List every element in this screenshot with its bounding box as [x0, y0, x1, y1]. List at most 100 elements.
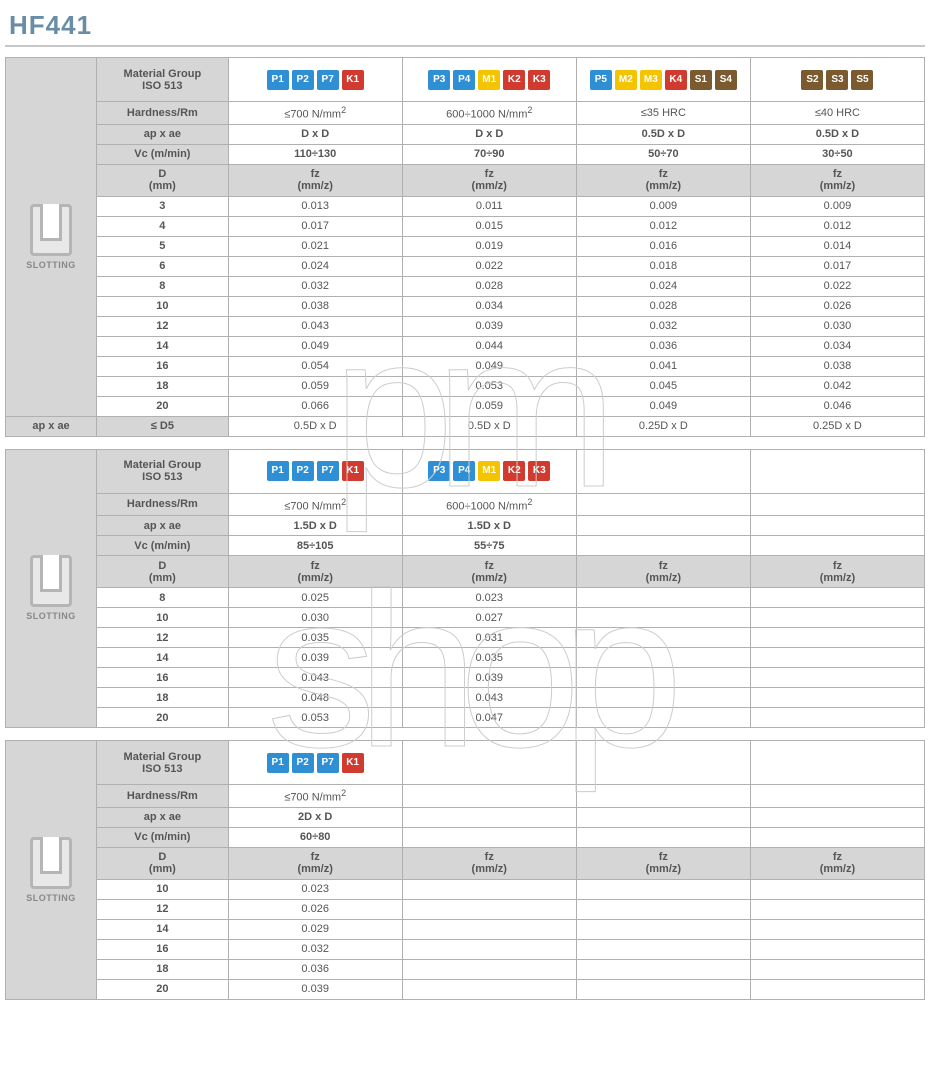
fz-value: 0.031	[402, 628, 576, 648]
fz-value	[576, 708, 750, 728]
fz-value	[750, 939, 924, 959]
label-material: Material GroupISO 513	[97, 58, 229, 102]
hardness-3	[750, 785, 924, 808]
fz-value	[576, 919, 750, 939]
table-row: 160.032	[6, 939, 925, 959]
slotting-icon	[30, 204, 72, 256]
title-rule	[5, 45, 925, 47]
d-value: 3	[97, 196, 229, 216]
chip-S4: S4	[715, 70, 737, 90]
hardness-0: ≤700 N/mm2	[228, 785, 402, 808]
hardness-1: 600÷1000 N/mm2	[402, 493, 576, 516]
label-fz-0: fz(mm/z)	[228, 847, 402, 879]
table-row: 200.0530.047	[6, 708, 925, 728]
table-row: 80.0250.023	[6, 588, 925, 608]
fz-value: 0.009	[576, 196, 750, 216]
fz-value: 0.011	[402, 196, 576, 216]
table-row: 100.023	[6, 879, 925, 899]
d-value: 14	[97, 919, 229, 939]
table-row: 120.0350.031	[6, 628, 925, 648]
fz-value: 0.023	[228, 879, 402, 899]
vc-2	[576, 827, 750, 847]
fz-value: 0.049	[576, 396, 750, 416]
chip-K1: K1	[342, 753, 364, 773]
fz-value: 0.036	[228, 959, 402, 979]
label-d: D(mm)	[97, 556, 229, 588]
cutting-table-2: SLOTTING Material GroupISO 513P1P2P7K1P3…	[5, 449, 925, 729]
fz-value	[576, 608, 750, 628]
fz-value: 0.024	[576, 276, 750, 296]
table-row: 100.0380.0340.0280.026	[6, 296, 925, 316]
footer-row: ap x ae≤ D50.5D x D0.5D x D0.25D x D0.25…	[6, 416, 925, 436]
d-value: 18	[97, 688, 229, 708]
footer-d: ≤ D5	[97, 416, 229, 436]
fz-value: 0.015	[402, 216, 576, 236]
material-chips: P1P2P7K1	[267, 70, 364, 90]
apae-1: D x D	[402, 124, 576, 144]
fz-value: 0.047	[402, 708, 576, 728]
fz-value	[402, 959, 576, 979]
fz-value	[402, 879, 576, 899]
fz-value: 0.043	[402, 688, 576, 708]
fz-value: 0.048	[228, 688, 402, 708]
label-vc: Vc (m/min)	[97, 144, 229, 164]
fz-value: 0.013	[228, 196, 402, 216]
material-col-0: P1P2P7K1	[228, 741, 402, 785]
label-d: D(mm)	[97, 847, 229, 879]
apae-0: D x D	[228, 124, 402, 144]
fz-value	[576, 588, 750, 608]
slotting-label: SLOTTING	[8, 611, 94, 621]
chip-K1: K1	[342, 70, 364, 90]
hardness-3: ≤40 HRC	[750, 102, 924, 125]
table-row: 120.0430.0390.0320.030	[6, 316, 925, 336]
table-row: 60.0240.0220.0180.017	[6, 256, 925, 276]
material-chips: P5M2M3K4S1S4	[590, 70, 737, 90]
fz-value: 0.039	[228, 648, 402, 668]
fz-value: 0.035	[228, 628, 402, 648]
fz-value	[576, 648, 750, 668]
table-row: 160.0540.0490.0410.038	[6, 356, 925, 376]
fz-value	[576, 979, 750, 999]
chip-P3: P3	[428, 461, 450, 481]
apae-0: 1.5D x D	[228, 516, 402, 536]
fz-value: 0.009	[750, 196, 924, 216]
fz-value: 0.030	[228, 608, 402, 628]
fz-value	[750, 979, 924, 999]
apae-2	[576, 516, 750, 536]
fz-value	[750, 668, 924, 688]
fz-value: 0.036	[576, 336, 750, 356]
table-row: 160.0430.039	[6, 668, 925, 688]
label-hardness: Hardness/Rm	[97, 785, 229, 808]
table-row: 180.0590.0530.0450.042	[6, 376, 925, 396]
fz-value: 0.022	[750, 276, 924, 296]
material-col-1	[402, 741, 576, 785]
fz-value	[576, 688, 750, 708]
apae-1	[402, 807, 576, 827]
fz-value: 0.032	[576, 316, 750, 336]
vc-3	[750, 536, 924, 556]
d-value: 12	[97, 628, 229, 648]
fz-value: 0.066	[228, 396, 402, 416]
apae-1: 1.5D x D	[402, 516, 576, 536]
chip-K2: K2	[503, 461, 525, 481]
table-row: 50.0210.0190.0160.014	[6, 236, 925, 256]
slotting-icon	[30, 555, 72, 607]
material-chips: P3P4M1K2K3	[428, 70, 550, 90]
chip-P5: P5	[590, 70, 612, 90]
fz-value: 0.012	[576, 216, 750, 236]
fz-value: 0.045	[576, 376, 750, 396]
footer-1: 0.5D x D	[402, 416, 576, 436]
label-vc: Vc (m/min)	[97, 827, 229, 847]
slotting-icon	[30, 837, 72, 889]
vc-0: 110÷130	[228, 144, 402, 164]
d-value: 12	[97, 316, 229, 336]
fz-value: 0.030	[750, 316, 924, 336]
hardness-3	[750, 493, 924, 516]
fz-value: 0.049	[228, 336, 402, 356]
hardness-2: ≤35 HRC	[576, 102, 750, 125]
fz-value: 0.043	[228, 668, 402, 688]
hardness-0: ≤700 N/mm2	[228, 493, 402, 516]
fz-value: 0.034	[402, 296, 576, 316]
apae-3	[750, 807, 924, 827]
apae-3	[750, 516, 924, 536]
